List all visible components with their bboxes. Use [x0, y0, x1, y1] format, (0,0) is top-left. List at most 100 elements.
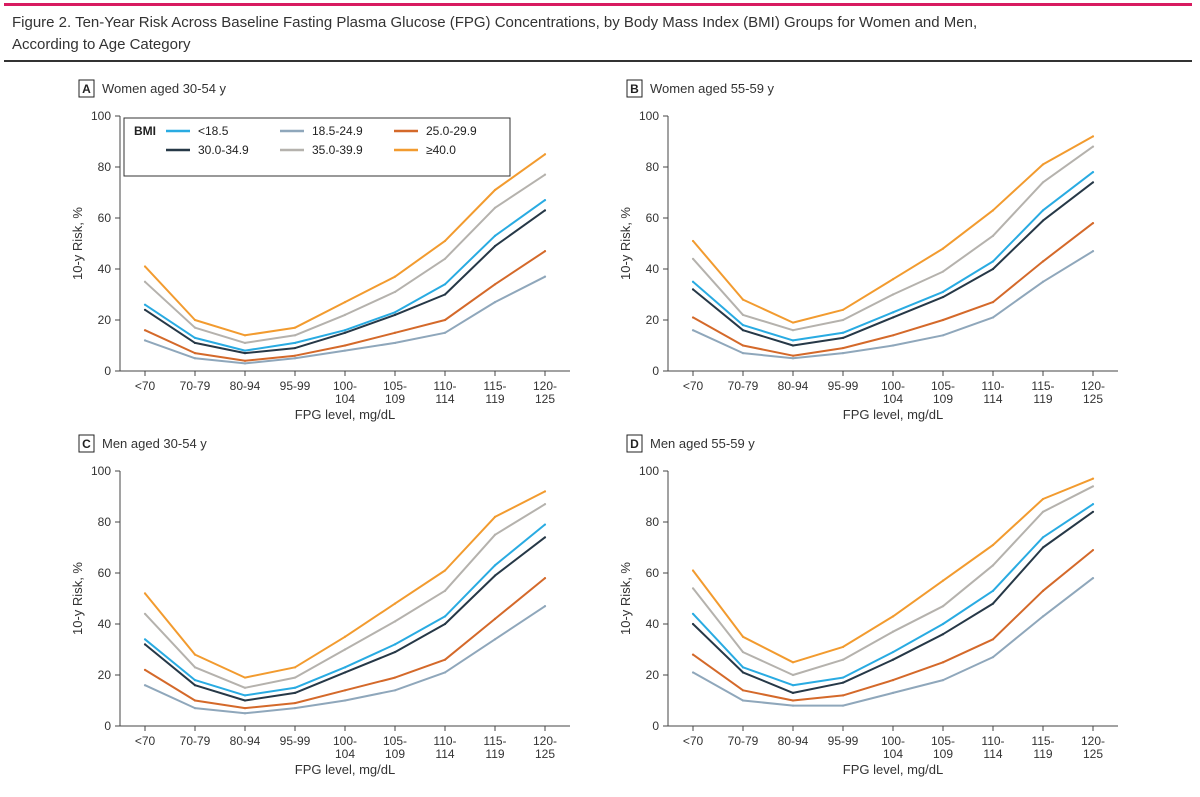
- panel-title: Women aged 30-54 y: [102, 81, 227, 96]
- data-point-35-0-39-9: [841, 318, 845, 322]
- data-point-35-0-39-9: [841, 658, 845, 661]
- panel-letter-box: [78, 434, 95, 453]
- data-point-30-0-34-9: [243, 352, 247, 355]
- data-point-ge40-0: [691, 569, 695, 572]
- data-point-25-0-29-9: [193, 352, 197, 355]
- x-tick-label: <70: [683, 734, 704, 748]
- data-point-ge40-0: [841, 308, 845, 311]
- x-axis-title: FPG level, mg/dL: [843, 407, 943, 422]
- x-tick-label: 70-79: [180, 734, 211, 748]
- data-point-35-0-39-9: [143, 612, 147, 615]
- y-axis-title: 10-y Risk, %: [70, 562, 85, 635]
- data-point-30-0-34-9: [493, 574, 497, 577]
- data-point-ge40-0: [443, 569, 447, 572]
- data-point-35-0-39-9: [941, 605, 945, 608]
- data-point-25-0-29-9: [193, 699, 197, 702]
- data-point-25-0-29-9: [543, 577, 547, 580]
- data-point-ge40-0: [193, 318, 197, 322]
- data-point-35-0-39-9: [393, 620, 397, 623]
- y-tick-label: 60: [98, 566, 112, 580]
- x-tick-label: 119: [485, 392, 504, 406]
- data-point-ge40-0: [543, 490, 547, 493]
- data-point-ge40-0: [243, 676, 247, 679]
- x-tick-label: 115-: [1031, 379, 1054, 393]
- data-point-30-0-34-9: [741, 329, 745, 332]
- x-tick-label: 114: [983, 392, 1002, 406]
- data-point-30-0-34-9: [841, 336, 845, 339]
- data-point-lt18-5: [193, 679, 197, 682]
- series-line-30-0-34-9: [144, 536, 546, 702]
- x-tick-label: 109: [385, 747, 405, 761]
- x-tick-label: 110-: [433, 379, 456, 393]
- series-line-lt18-5: [144, 199, 546, 352]
- data-point-25-0-29-9: [741, 689, 745, 692]
- data-point-ge40-0: [941, 247, 945, 250]
- panel-letter-box: [626, 434, 643, 453]
- data-point-25-0-29-9: [891, 679, 895, 682]
- data-point-18-5-24-9: [941, 334, 945, 337]
- data-point-18-5-24-9: [941, 679, 945, 682]
- data-point-25-0-29-9: [493, 283, 497, 286]
- data-point-18-5-24-9: [493, 301, 497, 304]
- x-tick-label: <70: [683, 379, 704, 393]
- x-tick-label: 110-: [981, 379, 1004, 393]
- x-tick-label: 114: [435, 392, 454, 406]
- y-tick-label: 100: [639, 109, 659, 123]
- data-point-25-0-29-9: [343, 689, 347, 692]
- data-point-18-5-24-9: [891, 691, 895, 694]
- data-point-lt18-5: [493, 564, 497, 567]
- data-point-30-0-34-9: [543, 209, 547, 212]
- y-tick-label: 100: [91, 109, 111, 123]
- data-point-ge40-0: [1091, 477, 1095, 480]
- data-point-35-0-39-9: [941, 270, 945, 273]
- data-point-30-0-34-9: [393, 313, 397, 316]
- x-tick-label: 120-: [1081, 734, 1105, 748]
- x-tick-label: 70-79: [728, 379, 759, 393]
- data-point-35-0-39-9: [1041, 181, 1045, 184]
- x-tick-label: 115-: [1031, 734, 1054, 748]
- data-point-lt18-5: [393, 643, 397, 646]
- y-tick-label: 80: [98, 160, 112, 174]
- x-tick-label: 100-: [333, 734, 357, 748]
- data-point-30-0-34-9: [941, 633, 945, 636]
- data-point-ge40-0: [143, 265, 147, 268]
- data-point-lt18-5: [691, 612, 695, 615]
- x-tick-label: 80-94: [230, 379, 261, 393]
- data-point-30-0-34-9: [143, 643, 147, 646]
- data-point-30-0-34-9: [791, 691, 795, 694]
- data-point-18-5-24-9: [741, 699, 745, 702]
- data-point-25-0-29-9: [393, 331, 397, 334]
- data-point-30-0-34-9: [443, 622, 447, 626]
- x-tick-label: 120-: [1081, 379, 1105, 393]
- series-line-30-0-34-9: [692, 510, 1094, 694]
- y-tick-label: 40: [98, 262, 112, 276]
- y-axis-title: 10-y Risk, %: [618, 207, 633, 280]
- data-point-ge40-0: [991, 209, 995, 212]
- data-point-25-0-29-9: [941, 661, 945, 664]
- data-point-25-0-29-9: [941, 318, 945, 322]
- data-point-18-5-24-9: [293, 707, 297, 710]
- series-line-lt18-5: [144, 523, 546, 697]
- data-point-ge40-0: [343, 301, 347, 304]
- data-point-30-0-34-9: [543, 536, 547, 539]
- y-axis-title: 10-y Risk, %: [618, 562, 633, 635]
- legend-label-lt18-5: <18.5: [198, 124, 229, 138]
- data-point-25-0-29-9: [691, 316, 695, 319]
- x-tick-label: 95-99: [828, 734, 859, 748]
- data-point-18-5-24-9: [691, 329, 695, 332]
- data-point-25-0-29-9: [1041, 589, 1045, 592]
- data-point-30-0-34-9: [193, 684, 197, 687]
- data-point-30-0-34-9: [1091, 181, 1095, 184]
- data-point-18-5-24-9: [393, 341, 397, 345]
- x-tick-label: 125: [535, 747, 555, 761]
- data-point-25-0-29-9: [1041, 260, 1045, 263]
- data-point-18-5-24-9: [293, 357, 297, 360]
- data-point-30-0-34-9: [243, 699, 247, 702]
- data-point-lt18-5: [493, 234, 497, 237]
- data-point-ge40-0: [1091, 135, 1095, 138]
- x-tick-label: 105-: [383, 379, 407, 393]
- data-point-30-0-34-9: [343, 671, 347, 674]
- x-tick-label: 120-: [533, 734, 557, 748]
- data-point-ge40-0: [393, 602, 397, 605]
- data-point-35-0-39-9: [143, 280, 147, 283]
